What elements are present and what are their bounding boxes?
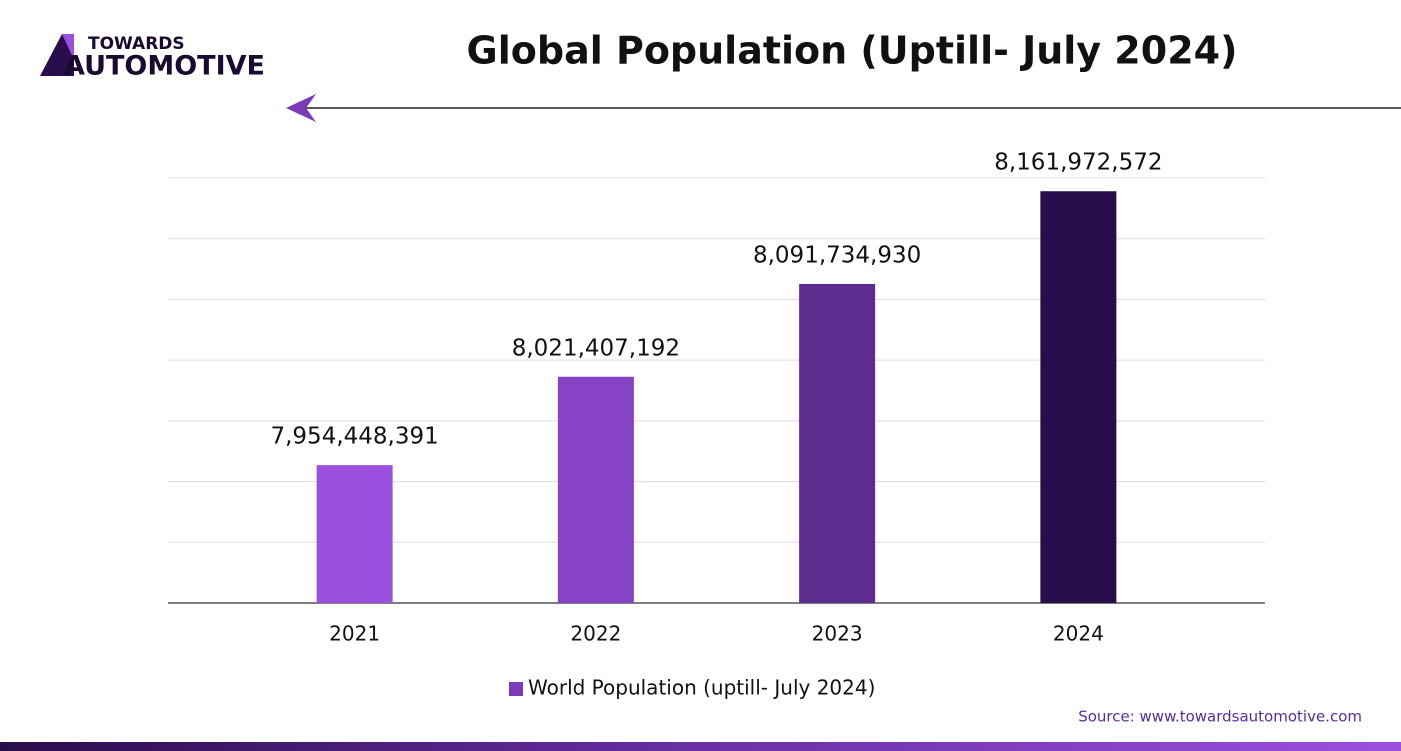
footer-bar <box>0 742 1401 751</box>
x-tick-label: 2022 <box>570 622 621 646</box>
value-label: 7,954,448,391 <box>270 424 438 450</box>
x-tick-label: 2024 <box>1053 622 1104 646</box>
value-label: 8,021,407,192 <box>512 335 680 361</box>
logo-bottom: AUTOMOTIVE <box>64 51 265 82</box>
arrow-head <box>286 94 316 122</box>
logo-icon-accent <box>62 34 74 60</box>
chart-title: Global Population (Uptill- July 2024) <box>467 29 1238 73</box>
x-tick-label: 2023 <box>812 622 863 646</box>
bar <box>799 283 876 603</box>
logo-top: TOWARDS <box>88 34 185 54</box>
legend-label: World Population (uptill- July 2024) <box>528 676 875 700</box>
value-label: 8,091,734,930 <box>753 242 921 268</box>
bar <box>1040 191 1117 603</box>
logo-icon <box>40 34 74 76</box>
source: Source: www.towardsautomotive.com <box>1078 708 1362 726</box>
legend-swatch <box>509 682 523 696</box>
bar <box>557 376 634 603</box>
bar <box>316 465 393 603</box>
value-label: 8,161,972,572 <box>994 150 1162 176</box>
x-tick-label: 2021 <box>329 622 380 646</box>
